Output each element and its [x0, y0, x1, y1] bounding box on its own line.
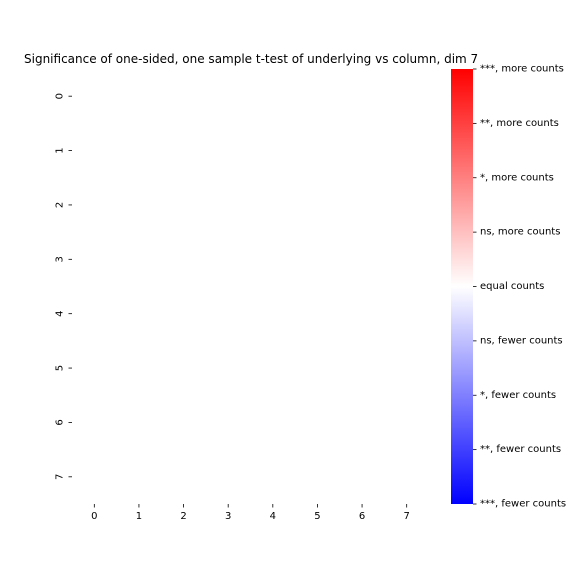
colorbar-tick-label: ***, more counts — [480, 64, 564, 75]
heatmap-cell — [161, 340, 206, 396]
y-tick-label: 1 — [55, 147, 66, 153]
heatmap-cell — [205, 286, 251, 341]
heatmap-cell — [116, 286, 162, 341]
heatmap-cell — [205, 232, 251, 287]
heatmap-cell — [250, 395, 296, 450]
heatmap-cell — [384, 449, 429, 504]
heatmap-cell — [339, 232, 385, 287]
x-tick-label: 1 — [136, 511, 142, 522]
heatmap-cell — [384, 286, 429, 341]
heatmap-cell — [295, 232, 340, 287]
x-tick-label: 6 — [359, 511, 365, 522]
x-axis-ticks: 0 1 2 3 4 5 6 7 — [91, 504, 410, 522]
colorbar-tick-label: **, more counts — [480, 118, 559, 129]
heatmap-cell — [205, 340, 251, 396]
heatmap-cell — [161, 69, 206, 124]
heatmap-cell — [295, 286, 340, 341]
colorbar-tick-label: *, more counts — [480, 172, 554, 183]
heatmap-cell — [339, 69, 385, 124]
x-tick-label: 3 — [225, 511, 231, 522]
heatmap-cell — [116, 395, 162, 450]
x-tick-label: 2 — [180, 511, 186, 522]
heatmap-cell — [295, 177, 340, 233]
heatmap-cell — [250, 232, 296, 287]
colorbar-tick-label: **, fewer counts — [480, 444, 561, 455]
heatmap-cell — [384, 232, 429, 287]
heatmap-cell — [205, 177, 251, 233]
heatmap-cell — [339, 177, 385, 233]
y-axis-ticks: 0 1 2 3 4 5 6 7 — [55, 93, 72, 480]
heatmap-cells — [72, 69, 429, 504]
colorbar-ticks: ***, more counts **, more counts *, more c… — [473, 64, 566, 510]
heatmap-cell — [161, 123, 206, 178]
heatmap-cell — [116, 123, 162, 178]
colorbar-tick-label: ns, fewer counts — [480, 335, 563, 346]
heatmap-cell — [384, 123, 429, 178]
colorbar-tick-label: ns, more counts — [480, 227, 560, 238]
chart-title: Significance of one-sided, one sample t-… — [24, 52, 479, 66]
heatmap-cell — [205, 395, 251, 450]
heatmap-cell — [161, 177, 206, 233]
colorbar-tick-label: *, fewer counts — [480, 390, 556, 401]
heatmap-cell — [205, 69, 251, 124]
y-tick-label: 6 — [55, 419, 66, 425]
heatmap-cell — [250, 286, 296, 341]
heatmap-cell — [250, 449, 296, 504]
heatmap-cell — [295, 123, 340, 178]
heatmap-cell — [116, 232, 162, 287]
y-tick-label: 5 — [55, 365, 66, 371]
y-tick-label: 3 — [55, 256, 66, 262]
heatmap-cell — [295, 69, 340, 124]
heatmap-cell — [295, 340, 340, 396]
heatmap-cell — [72, 177, 117, 233]
x-tick-label: 7 — [404, 511, 410, 522]
y-tick-label: 4 — [55, 311, 66, 317]
heatmap-cell — [250, 123, 296, 178]
heatmap-cell — [161, 286, 206, 341]
heatmap-cell — [161, 449, 206, 504]
heatmap-cell — [339, 340, 385, 396]
y-tick-label: 7 — [55, 474, 66, 480]
heatmap-cell — [116, 340, 162, 396]
heatmap-cell — [161, 395, 206, 450]
heatmap-cell — [295, 449, 340, 504]
heatmap-cell — [116, 69, 162, 124]
heatmap-cell — [384, 340, 429, 396]
heatmap-cell — [72, 449, 117, 504]
heatmap-cell — [384, 177, 429, 233]
heatmap-cell — [250, 177, 296, 233]
y-tick-label: 0 — [55, 93, 66, 99]
x-tick-label: 4 — [270, 511, 276, 522]
heatmap-cell — [250, 340, 296, 396]
heatmap-cell — [72, 286, 117, 341]
heatmap-cell — [295, 395, 340, 450]
heatmap-cell — [205, 123, 251, 178]
heatmap-cell — [339, 449, 385, 504]
y-tick-label: 2 — [55, 202, 66, 208]
heatmap-cell — [339, 123, 385, 178]
heatmap-cell — [116, 177, 162, 233]
heatmap-cell — [72, 395, 117, 450]
heatmap-cell — [72, 232, 117, 287]
x-tick-label: 5 — [314, 511, 320, 522]
heatmap-cell — [116, 449, 162, 504]
heatmap-cell — [161, 232, 206, 287]
heatmap-cell — [72, 123, 117, 178]
colorbar-tick-label: equal counts — [480, 281, 544, 292]
heatmap-cell — [72, 340, 117, 396]
x-tick-label: 0 — [91, 511, 97, 522]
heatmap-cell — [339, 395, 385, 450]
heatmap-cell — [250, 69, 296, 124]
heatmap-cell — [339, 286, 385, 341]
colorbar — [451, 69, 473, 504]
heatmap-cell — [384, 395, 429, 450]
heatmap-cell — [205, 449, 251, 504]
colorbar-tick-label: ***, fewer counts — [480, 499, 566, 510]
heatmap-cell — [384, 69, 429, 124]
heatmap-cell — [72, 69, 117, 124]
